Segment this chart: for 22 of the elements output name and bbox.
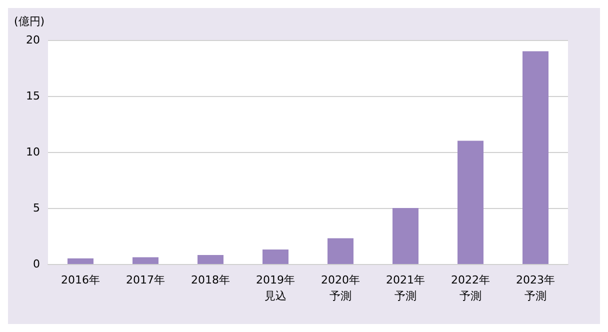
bar: [392, 208, 418, 264]
x-tick-label: 2016年: [61, 274, 100, 286]
bar: [458, 140, 484, 264]
y-tick-label: 10: [26, 146, 40, 158]
y-tick-label: 5: [33, 202, 40, 214]
bar: [132, 257, 158, 264]
bar: [262, 249, 288, 264]
x-tick-label: 2021年予測: [386, 274, 425, 302]
y-tick-label: 15: [26, 90, 40, 102]
x-tick-label: 2022年予測: [451, 274, 490, 302]
x-tick-label: 2023年予測: [516, 274, 555, 302]
bar: [198, 255, 224, 264]
y-tick-label: 0: [33, 258, 40, 270]
bar: [68, 258, 94, 264]
y-tick-label: 20: [26, 34, 40, 46]
y-axis-title: (億円): [14, 15, 45, 28]
x-tick-label: 2017年: [126, 274, 165, 286]
bar: [522, 51, 548, 264]
x-tick-label: 2020年予測: [321, 274, 360, 302]
x-tick-label: 2019年見込: [256, 274, 295, 302]
x-tick-label: 2018年: [191, 274, 230, 286]
bar: [328, 238, 354, 264]
